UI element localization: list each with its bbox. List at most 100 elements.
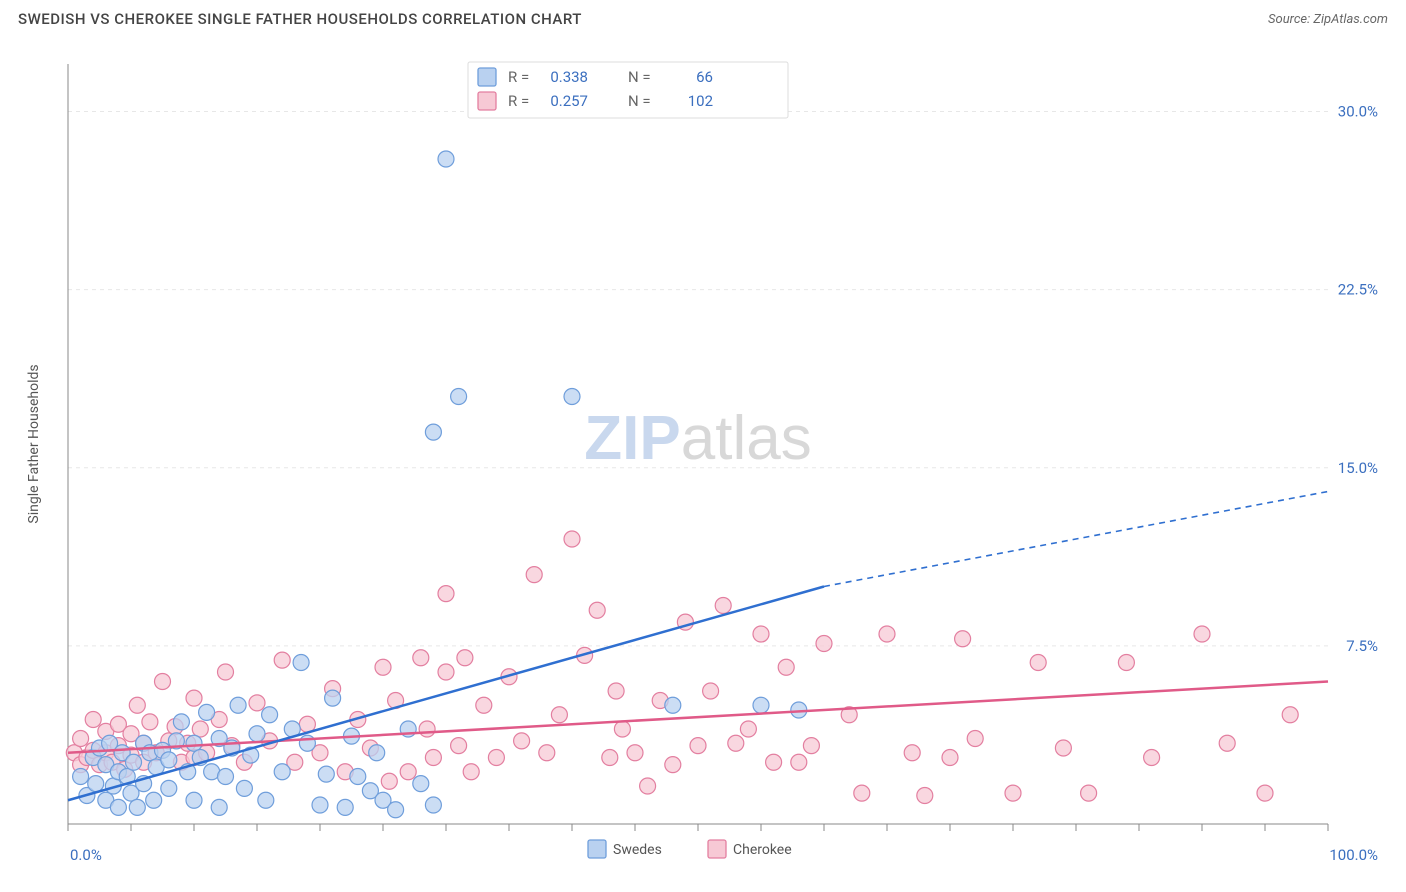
swedes-point bbox=[337, 799, 353, 815]
cherokee-point bbox=[457, 650, 473, 666]
swedes-point bbox=[369, 745, 385, 761]
cherokee-point bbox=[413, 650, 429, 666]
swedes-point bbox=[413, 776, 429, 792]
swedes-point bbox=[236, 780, 252, 796]
swedes-point bbox=[161, 752, 177, 768]
watermark: ZIPatlas bbox=[584, 404, 811, 473]
swedes-point bbox=[186, 735, 202, 751]
cherokee-point bbox=[753, 626, 769, 642]
cherokee-point bbox=[879, 626, 895, 642]
footer-swatch-swedes bbox=[588, 840, 606, 858]
swedes-point bbox=[218, 769, 234, 785]
cherokee-point bbox=[778, 659, 794, 675]
cherokee-point bbox=[488, 750, 504, 766]
cherokee-point bbox=[854, 785, 870, 801]
cherokee-point bbox=[218, 664, 234, 680]
cherokee-point bbox=[526, 567, 542, 583]
cherokee-point bbox=[608, 683, 624, 699]
y-axis-label: Single Father Households bbox=[26, 364, 42, 523]
cherokee-point bbox=[186, 690, 202, 706]
cherokee-point bbox=[419, 721, 435, 737]
chart-title: SWEDISH VS CHEROKEE SINGLE FATHER HOUSEH… bbox=[18, 10, 582, 28]
y-tick-label: 22.5% bbox=[1338, 281, 1378, 299]
swedes-point bbox=[110, 799, 126, 815]
cherokee-point bbox=[803, 738, 819, 754]
swedes-point bbox=[425, 424, 441, 440]
cherokee-point bbox=[142, 714, 158, 730]
cherokee-point bbox=[1257, 785, 1273, 801]
cherokee-point bbox=[1194, 626, 1210, 642]
cherokee-point bbox=[73, 731, 89, 747]
legend-n-label: N = bbox=[628, 68, 651, 86]
cherokee-point bbox=[728, 735, 744, 751]
cherokee-point bbox=[1282, 707, 1298, 723]
cherokee-point bbox=[791, 754, 807, 770]
cherokee-point bbox=[274, 652, 290, 668]
legend-r-val: 0.338 bbox=[550, 68, 588, 86]
cherokee-point bbox=[1144, 750, 1160, 766]
cherokee-point bbox=[551, 707, 567, 723]
cherokee-point bbox=[602, 750, 618, 766]
cherokee-point bbox=[955, 631, 971, 647]
cherokee-point bbox=[155, 674, 171, 690]
swedes-point bbox=[564, 389, 580, 405]
y-tick-label: 7.5% bbox=[1346, 637, 1378, 655]
cherokee-point bbox=[129, 697, 145, 713]
swedes-point bbox=[146, 792, 162, 808]
cherokee-point bbox=[589, 602, 605, 618]
x-right-label: 100.0% bbox=[1329, 846, 1378, 864]
swedes-point bbox=[73, 769, 89, 785]
swedes-point bbox=[388, 802, 404, 818]
legend-swatch bbox=[478, 92, 496, 110]
cherokee-point bbox=[640, 778, 656, 794]
swedes-point bbox=[262, 707, 278, 723]
cherokee-point bbox=[740, 721, 756, 737]
cherokee-point bbox=[967, 731, 983, 747]
cherokee-point bbox=[715, 598, 731, 614]
footer-swatch-cherokee bbox=[708, 840, 726, 858]
cherokee-point bbox=[766, 754, 782, 770]
swedes-point bbox=[173, 714, 189, 730]
swedes-point bbox=[325, 690, 341, 706]
swedes-point bbox=[665, 697, 681, 713]
x-left-label: 0.0% bbox=[70, 846, 102, 864]
swedes-point bbox=[258, 792, 274, 808]
y-tick-label: 30.0% bbox=[1338, 103, 1378, 121]
cherokee-point bbox=[1219, 735, 1235, 751]
swedes-point bbox=[293, 655, 309, 671]
cherokee-point bbox=[381, 773, 397, 789]
cherokee-point bbox=[627, 745, 643, 761]
legend-n-label: N = bbox=[628, 92, 651, 110]
chart-area: 7.5%15.0%22.5%30.0%ZIPatlasR =0.338N =66… bbox=[18, 44, 1388, 884]
swedes-point bbox=[211, 799, 227, 815]
legend-n-val: 66 bbox=[696, 68, 713, 86]
cherokee-point bbox=[438, 586, 454, 602]
cherokee-point bbox=[816, 636, 832, 652]
cherokee-point bbox=[1055, 740, 1071, 756]
cherokee-point bbox=[942, 750, 958, 766]
swedes-point bbox=[230, 697, 246, 713]
swedes-point bbox=[88, 776, 104, 792]
legend-n-val: 102 bbox=[688, 92, 713, 110]
cherokee-point bbox=[1118, 655, 1134, 671]
footer-label-swedes: Swedes bbox=[613, 842, 662, 858]
cherokee-point bbox=[539, 745, 555, 761]
cherokee-point bbox=[690, 738, 706, 754]
legend-r-label: R = bbox=[508, 68, 529, 86]
swedes-trend-extrap bbox=[824, 492, 1328, 587]
cherokee-point bbox=[614, 721, 630, 737]
cherokee-point bbox=[514, 733, 530, 749]
swedes-point bbox=[249, 726, 265, 742]
swedes-point bbox=[350, 769, 366, 785]
footer-label-cherokee: Cherokee bbox=[733, 842, 792, 858]
cherokee-point bbox=[249, 695, 265, 711]
legend-r-label: R = bbox=[508, 92, 529, 110]
swedes-point bbox=[753, 697, 769, 713]
cherokee-point bbox=[1081, 785, 1097, 801]
swedes-point bbox=[274, 764, 290, 780]
legend-r-val: 0.257 bbox=[550, 92, 588, 110]
swedes-point bbox=[318, 766, 334, 782]
cherokee-point bbox=[476, 697, 492, 713]
swedes-point bbox=[438, 151, 454, 167]
chart-svg: 7.5%15.0%22.5%30.0%ZIPatlasR =0.338N =66… bbox=[18, 44, 1388, 884]
